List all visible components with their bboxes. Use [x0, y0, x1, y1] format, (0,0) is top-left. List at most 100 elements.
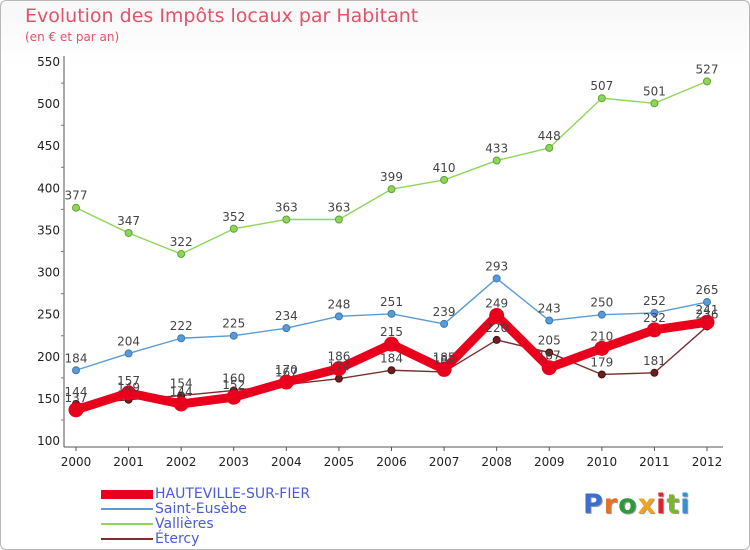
data-label: 170	[275, 363, 298, 377]
data-point	[650, 308, 659, 317]
chart-subtitle: (en € et par an)	[25, 30, 120, 44]
data-label: 363	[275, 200, 298, 214]
series-line-2	[75, 80, 708, 255]
data-label: 265	[696, 283, 719, 297]
x-tick-label: 2002	[166, 455, 197, 469]
data-label: 433	[485, 142, 508, 156]
data-label: 174	[327, 360, 350, 374]
y-tick-label: 200	[37, 350, 60, 364]
x-tick-label: 2004	[271, 455, 302, 469]
y-tick-label: 500	[37, 97, 60, 111]
data-label: 154	[170, 377, 193, 391]
data-point	[597, 310, 606, 319]
data-point	[492, 274, 501, 283]
data-label: 152	[222, 378, 245, 392]
data-point	[699, 314, 715, 330]
logo-letter: i	[656, 489, 667, 520]
data-label: 215	[380, 325, 403, 339]
data-label: 293	[485, 259, 508, 273]
data-point	[646, 322, 662, 338]
chart-title: Evolution des Impôts locaux par Habitant	[25, 5, 419, 27]
x-tick-label: 2007	[429, 455, 460, 469]
data-label: 250	[590, 296, 613, 310]
y-tick-label: 300	[37, 266, 60, 280]
data-point	[121, 385, 137, 401]
logo-letter: i	[680, 489, 691, 520]
legend-swatch	[101, 538, 153, 540]
data-label: 181	[643, 354, 666, 368]
data-label: 160	[222, 371, 245, 385]
data-point	[334, 374, 343, 383]
data-point	[229, 224, 238, 233]
x-tick-label: 2001	[113, 455, 144, 469]
logo-letter: r	[603, 489, 619, 520]
data-point	[594, 340, 610, 356]
data-point	[650, 368, 659, 377]
data-label: 184	[380, 351, 403, 365]
data-point	[387, 366, 396, 375]
data-point	[124, 228, 133, 237]
data-point	[334, 215, 343, 224]
x-tick-label: 2009	[534, 455, 565, 469]
x-tick-label: 2006	[376, 455, 407, 469]
data-point	[124, 349, 133, 358]
y-tick-label: 550	[37, 55, 60, 69]
data-label: 185	[433, 350, 456, 364]
data-point	[440, 175, 449, 184]
data-point	[545, 143, 554, 152]
data-label: 144	[65, 385, 88, 399]
data-point	[282, 324, 291, 333]
proxiti-logo: Proxiti	[583, 489, 691, 520]
data-point	[229, 331, 238, 340]
data-point	[597, 94, 606, 103]
data-point	[177, 334, 186, 343]
data-point	[173, 396, 189, 412]
data-point	[226, 389, 242, 405]
data-point	[703, 298, 711, 307]
data-label: 243	[538, 302, 561, 316]
x-tick-label: 2000	[61, 455, 92, 469]
data-label: 352	[222, 210, 245, 224]
data-label: 527	[696, 62, 719, 76]
data-point	[384, 336, 399, 352]
data-label: 241	[696, 303, 719, 317]
data-label: 234	[275, 309, 298, 323]
data-label: 239	[433, 305, 456, 319]
data-point	[282, 215, 291, 224]
data-label: 501	[643, 84, 666, 98]
data-label: 179	[590, 355, 613, 369]
data-point	[703, 77, 711, 86]
data-point	[541, 360, 557, 376]
data-point	[492, 156, 501, 165]
logo-letter: P	[583, 489, 604, 520]
data-point	[492, 335, 501, 344]
data-point	[545, 348, 554, 357]
legend-swatch	[101, 508, 153, 510]
legend-label: Étercy	[155, 531, 200, 547]
logo-letter: o	[618, 489, 638, 520]
data-point	[72, 366, 80, 375]
legend-label: Saint-Eusèbe	[155, 501, 247, 517]
x-tick-label: 2003	[218, 455, 249, 469]
data-label: 248	[327, 297, 350, 311]
data-label: 399	[380, 170, 403, 184]
data-point	[440, 319, 449, 328]
data-label: 137	[65, 391, 88, 405]
x-tick-label: 2008	[481, 455, 512, 469]
data-label: 347	[117, 214, 140, 228]
legend-swatch	[101, 523, 153, 525]
data-point	[278, 374, 294, 390]
data-label: 220	[485, 321, 508, 335]
data-label: 377	[65, 189, 88, 203]
y-tick-label: 100	[37, 434, 60, 448]
data-label: 186	[327, 350, 350, 364]
data-label: 182	[433, 353, 456, 367]
x-tick-label: 2012	[692, 455, 723, 469]
data-label: 205	[538, 334, 561, 348]
y-tick-label: 450	[37, 139, 60, 153]
data-point	[334, 312, 343, 321]
data-point	[68, 402, 84, 418]
data-point	[331, 361, 347, 377]
